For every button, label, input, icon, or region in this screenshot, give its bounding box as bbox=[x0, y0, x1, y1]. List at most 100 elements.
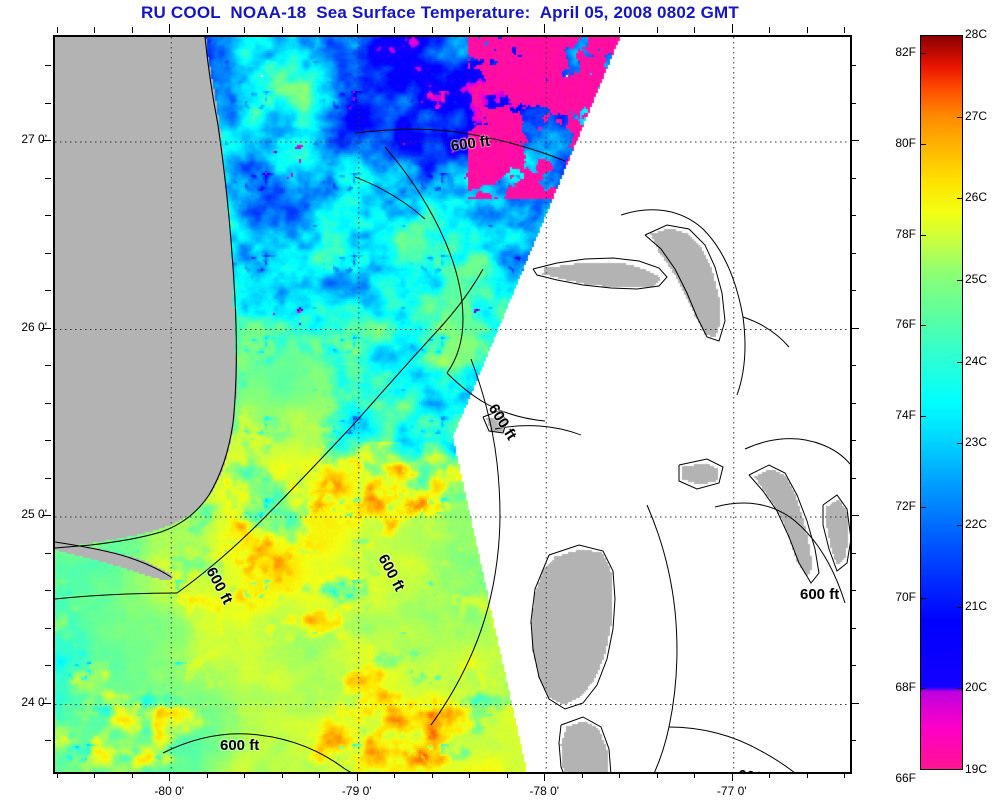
colorbar-tick bbox=[920, 144, 926, 145]
bathymetry-600ft-bahama-bank bbox=[430, 358, 501, 726]
colorbar-celsius-label: 25C bbox=[965, 272, 988, 286]
y-axis-minor-tick bbox=[45, 740, 51, 741]
andros-south-coastline bbox=[558, 716, 612, 772]
x-axis-minor-tick bbox=[769, 27, 770, 33]
y-axis-minor-tick bbox=[850, 253, 856, 254]
x-axis-minor-tick bbox=[132, 27, 133, 33]
y-axis-minor-tick bbox=[45, 65, 51, 66]
colorbar-fahrenheit-label: 72F bbox=[895, 498, 916, 513]
y-axis-minor-tick bbox=[45, 440, 51, 441]
coastline-and-bathymetry-overlay bbox=[55, 37, 850, 772]
x-axis-minor-tick bbox=[694, 27, 695, 33]
florida-east-coastline bbox=[55, 37, 237, 549]
bathymetry-600ft-south bbox=[162, 733, 346, 770]
y-axis-minor-tick bbox=[45, 215, 51, 216]
y-axis-minor-tick bbox=[850, 740, 856, 741]
x-axis-minor-tick bbox=[207, 27, 208, 33]
colorbar-celsius-label: 19C bbox=[965, 762, 988, 776]
y-axis-minor-tick bbox=[850, 103, 856, 104]
x-axis-minor-tick bbox=[582, 27, 583, 33]
y-axis-minor-tick bbox=[45, 290, 51, 291]
y-axis-minor-tick bbox=[45, 365, 51, 366]
y-axis-minor-tick bbox=[45, 628, 51, 629]
x-axis-minor-tick bbox=[94, 27, 95, 33]
y-axis-minor-tick bbox=[850, 590, 856, 591]
x-axis-minor-tick bbox=[507, 27, 508, 33]
x-axis-minor-tick bbox=[244, 772, 245, 778]
x-axis-minor-tick bbox=[807, 772, 808, 778]
x-axis-major-tick bbox=[357, 772, 358, 781]
y-axis-major-tick bbox=[850, 515, 859, 516]
colorbar-tick bbox=[920, 688, 926, 689]
colorbar-tick bbox=[920, 416, 926, 417]
colorbar-tick bbox=[920, 235, 926, 236]
x-axis-minor-tick bbox=[394, 27, 395, 33]
y-axis-minor-tick bbox=[45, 590, 51, 591]
andros-coastline bbox=[530, 544, 616, 710]
x-axis-minor-tick bbox=[282, 772, 283, 778]
x-axis-minor-tick bbox=[619, 772, 620, 778]
colorbar-tick bbox=[920, 598, 926, 599]
y-axis-minor-tick bbox=[850, 440, 856, 441]
colorbar-celsius-label: 27C bbox=[965, 108, 988, 123]
y-axis-minor-tick bbox=[45, 553, 51, 554]
y-axis-minor-tick bbox=[850, 628, 856, 629]
y-axis-major-tick bbox=[850, 328, 859, 329]
colorbar-tick bbox=[957, 117, 963, 118]
bathymetry-600ft-south-b bbox=[344, 768, 352, 772]
bathymetry-600ft-north-eleuthera bbox=[744, 438, 850, 465]
colorbar-fahrenheit-label: 80F bbox=[895, 135, 916, 150]
colorbar-celsius-label: 21C bbox=[965, 598, 988, 613]
bathymetry-600ft-abaco bbox=[620, 209, 746, 396]
colorbar-tick bbox=[920, 507, 926, 508]
x-axis-minor-tick bbox=[769, 772, 770, 778]
x-axis-minor-tick bbox=[694, 772, 695, 778]
bathymetry-600ft-eleuthera bbox=[714, 502, 846, 604]
x-axis-minor-tick bbox=[844, 772, 845, 778]
y-axis-minor-tick bbox=[850, 365, 856, 366]
x-axis-tick-label: -77 0' bbox=[716, 784, 747, 798]
x-axis-minor-tick bbox=[469, 772, 470, 778]
colorbar-fahrenheit-label: 76F bbox=[895, 317, 916, 332]
bathymetry-600ft-abaco-e bbox=[742, 316, 790, 348]
y-axis-major-tick bbox=[42, 140, 51, 141]
x-axis-minor-tick bbox=[132, 772, 133, 778]
bathymetry-600ft-exuma-sound bbox=[646, 504, 678, 772]
x-axis-major-tick bbox=[169, 24, 170, 33]
bathymetry-detail-b bbox=[354, 176, 426, 220]
x-axis-minor-tick bbox=[94, 772, 95, 778]
y-axis-minor-tick bbox=[850, 290, 856, 291]
colorbar-gradient bbox=[921, 36, 962, 769]
cat-island-coastline bbox=[822, 494, 850, 572]
y-axis-minor-tick bbox=[45, 253, 51, 254]
y-axis-minor-tick bbox=[45, 103, 51, 104]
abaco-coastline bbox=[644, 224, 726, 342]
colorbar-tick bbox=[957, 198, 963, 199]
x-axis-major-tick bbox=[544, 24, 545, 33]
x-axis-minor-tick bbox=[844, 27, 845, 33]
bathymetry-600ft-bank-west bbox=[384, 146, 464, 374]
colorbar-fahrenheit-label: 78F bbox=[895, 226, 916, 241]
x-axis-minor-tick bbox=[582, 772, 583, 778]
x-axis-major-tick bbox=[732, 772, 733, 781]
y-axis-tick-label: 26 0' bbox=[21, 319, 47, 334]
x-axis-minor-tick bbox=[57, 27, 58, 33]
x-axis-minor-tick bbox=[507, 772, 508, 778]
colorbar[interactable] bbox=[920, 35, 963, 770]
colorbar-fahrenheit-label: 74F bbox=[895, 408, 916, 423]
x-axis-minor-tick bbox=[657, 27, 658, 33]
colorbar-tick bbox=[957, 362, 963, 363]
x-axis-major-tick bbox=[544, 772, 545, 781]
x-axis-minor-tick bbox=[432, 27, 433, 33]
grand-bahama-coastline bbox=[532, 257, 668, 290]
y-axis-minor-tick bbox=[850, 553, 856, 554]
colorbar-fahrenheit-label: 66F bbox=[895, 771, 916, 786]
y-axis-major-tick bbox=[850, 140, 859, 141]
x-axis-tick-label: -79 0' bbox=[341, 784, 372, 798]
bathymetry-contour-label: 600 ft bbox=[800, 586, 840, 603]
x-axis-minor-tick bbox=[319, 772, 320, 778]
colorbar-tick bbox=[957, 525, 963, 526]
x-axis-minor-tick bbox=[657, 772, 658, 778]
